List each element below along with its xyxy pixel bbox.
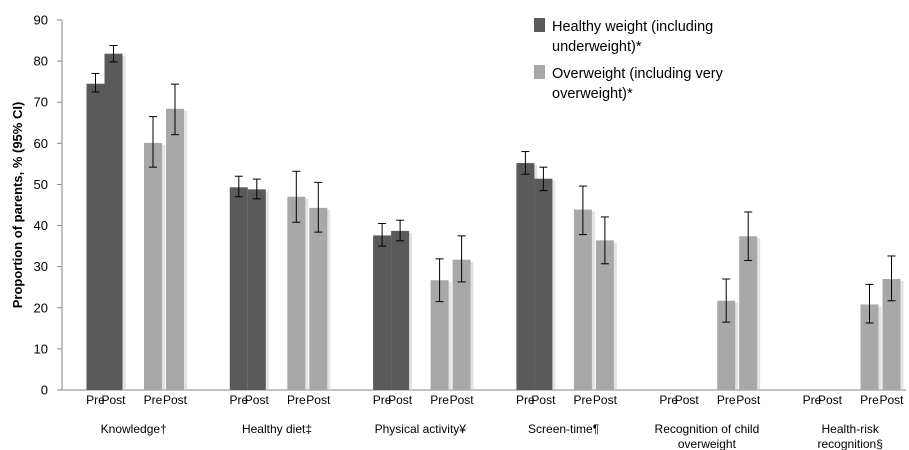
bar-overweight-pre: [144, 142, 162, 390]
period-label-pre: Pre: [659, 393, 678, 407]
period-label-post: Post: [163, 393, 188, 407]
category-label: Health-risk: [822, 422, 880, 436]
legend-label: underweight)*: [552, 39, 642, 55]
period-label-pre: Pre: [717, 393, 736, 407]
bar-overweight-pre: [287, 196, 306, 390]
period-label-pre: Pre: [430, 393, 449, 407]
y-axis-ticks: 0 10 20 30 40 50 60 70 80 90: [34, 13, 62, 398]
y-tick-label: 50: [34, 177, 48, 192]
bar-overweight-post: [882, 279, 901, 390]
category-label: Screen-time¶: [528, 422, 599, 436]
y-tick-label: 80: [34, 54, 48, 69]
bar-overweight-pre: [860, 304, 879, 390]
bar-overweight-post: [452, 259, 471, 390]
period-label-post: Post: [879, 393, 904, 407]
bar-overweight-post: [309, 207, 328, 390]
period-label-post: Post: [675, 393, 700, 407]
period-label-post: Post: [306, 393, 331, 407]
error-bars: [91, 44, 896, 324]
period-label-post: Post: [388, 393, 413, 407]
y-tick-label: 20: [34, 300, 48, 315]
period-label-pre: Pre: [86, 393, 105, 407]
category-label: Physical activity¥: [375, 422, 467, 436]
period-label-pre: Pre: [144, 393, 163, 407]
period-label-pre: Pre: [516, 393, 535, 407]
bar-overweight-post: [739, 236, 758, 390]
bar-healthy-pre: [516, 163, 535, 390]
bar-overweight-pre: [717, 300, 736, 390]
y-tick-label: 0: [41, 383, 48, 398]
bar-healthy-pre: [229, 187, 248, 390]
y-tick-label: 90: [34, 13, 48, 28]
period-label-post: Post: [593, 393, 618, 407]
bar-overweight-pre: [573, 209, 592, 390]
period-label-pre: Pre: [287, 393, 306, 407]
period-label-post: Post: [736, 393, 761, 407]
period-label-post: Post: [818, 393, 843, 407]
period-label-post: Post: [245, 393, 270, 407]
period-label-post: Post: [101, 393, 126, 407]
y-tick-label: 40: [34, 218, 48, 233]
bar-healthy-post: [104, 53, 123, 390]
y-tick-label: 70: [34, 95, 48, 110]
bar-healthy-post: [247, 189, 266, 390]
legend-label: Overweight (including very: [552, 66, 724, 82]
bar-overweight-post: [595, 240, 614, 390]
category-label: Healthy diet‡: [242, 422, 312, 436]
legend-label: Healthy weight (including: [552, 19, 713, 35]
period-label-pre: Pre: [574, 393, 593, 407]
period-label-pre: Pre: [860, 393, 879, 407]
category-label: overweight: [678, 437, 737, 450]
bars: [86, 53, 904, 391]
legend: Healthy weight (including underweight)* Ov…: [534, 18, 724, 102]
bar-healthy-pre: [86, 83, 105, 390]
category-label: Knowledge†: [101, 422, 167, 436]
bar-overweight-pre: [430, 280, 449, 390]
period-label-post: Post: [531, 393, 556, 407]
bar-overweight-post: [166, 108, 184, 391]
period-label-pre: Pre: [803, 393, 822, 407]
y-axis-title: Proportion of parents, % (95% CI): [10, 102, 25, 309]
y-tick-label: 10: [34, 341, 48, 356]
legend-swatch: [534, 65, 545, 79]
period-label-post: Post: [450, 393, 475, 407]
legend-swatch: [534, 18, 545, 32]
bar-healthy-pre: [373, 235, 392, 390]
period-label-pre: Pre: [229, 393, 248, 407]
bar-healthy-post: [391, 230, 410, 390]
bar-healthy-post: [534, 178, 553, 390]
period-label-pre: Pre: [373, 393, 392, 407]
category-label: recognition§: [818, 437, 883, 450]
y-tick-label: 60: [34, 136, 48, 151]
legend-label: overweight)*: [552, 86, 633, 102]
category-label: Recognition of child: [655, 422, 760, 436]
y-tick-label: 30: [34, 259, 48, 274]
